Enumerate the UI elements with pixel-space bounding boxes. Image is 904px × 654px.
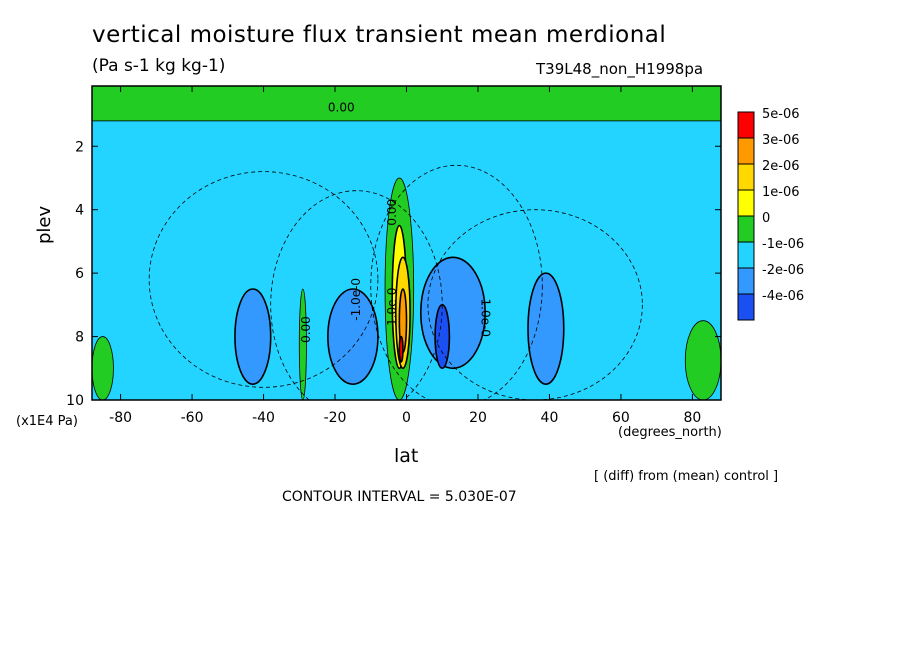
contour-line [427, 209, 643, 400]
contour-interval: CONTOUR INTERVAL = 5.030E-07 [282, 489, 517, 505]
field-region [327, 288, 379, 385]
x-axis-units: (degrees_north) [618, 425, 722, 440]
x-tick-label: 80 [683, 410, 701, 426]
field-region [527, 272, 565, 385]
x-tick-label: -60 [181, 410, 204, 426]
y-axis-units: (x1E4 Pa) [16, 414, 78, 429]
legend-swatch [737, 111, 755, 139]
x-tick-label: 40 [541, 410, 559, 426]
field-region [684, 320, 721, 400]
field-region [298, 288, 307, 400]
x-tick-label: 0 [402, 410, 411, 426]
contour-label: 1.0e-0 [479, 299, 493, 337]
legend-swatch [737, 137, 755, 165]
legend-swatch [737, 163, 755, 191]
x-tick-label: 60 [612, 410, 630, 426]
y-tick-label: 8 [75, 330, 84, 346]
legend-label: 3e-06 [762, 133, 800, 148]
legend-label: 0 [762, 211, 770, 226]
x-axis-label: lat [394, 445, 419, 467]
chart-title: vertical moisture flux transient mean me… [92, 22, 667, 48]
x-tick-label: 20 [469, 410, 487, 426]
legend-label: 1e-06 [762, 185, 800, 200]
legend-swatch [737, 293, 755, 321]
run-label: T39L48_non_H1998pa [536, 60, 704, 78]
field-region [398, 335, 404, 363]
legend-swatch [737, 267, 755, 295]
contour-label: 0.00 [328, 100, 355, 114]
field-region [234, 288, 272, 385]
x-tick-label: -40 [252, 410, 275, 426]
legend-label: -1e-06 [762, 237, 804, 252]
legend-label: 5e-06 [762, 107, 800, 122]
legend-label: 2e-06 [762, 159, 800, 174]
legend-swatch [737, 215, 755, 243]
x-tick-label: -20 [324, 410, 347, 426]
legend-swatch [737, 189, 755, 217]
contour-label: 0.00 [299, 316, 313, 343]
contour-line [148, 171, 379, 388]
legend-swatch [737, 241, 755, 269]
y-tick-label: 6 [75, 266, 84, 282]
y-tick-label: 10 [66, 393, 84, 409]
chart-units: (Pa s-1 kg kg-1) [92, 56, 226, 76]
field-region [92, 336, 114, 400]
contour-label: -1.0e-0 [385, 287, 399, 330]
contour-label: 0.00 [385, 199, 399, 226]
y-tick-label: 2 [75, 139, 84, 155]
contour-label: -1.0e-0 [349, 278, 363, 321]
legend-label: -4e-06 [762, 289, 804, 304]
field-region [419, 256, 486, 370]
diff-note: [ (diff) from (mean) control ] [594, 469, 779, 484]
contour-line [370, 164, 543, 400]
y-tick-label: 4 [75, 203, 84, 219]
x-tick-label: -80 [109, 410, 132, 426]
legend-label: -2e-06 [762, 263, 804, 278]
contour-line [270, 190, 443, 400]
